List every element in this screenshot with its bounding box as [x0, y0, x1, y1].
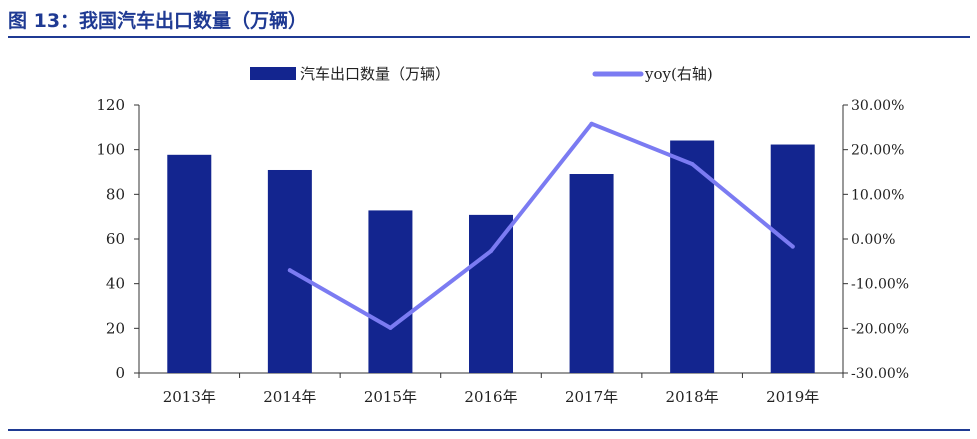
yoy-point-2018年: [690, 161, 695, 166]
bar-2017年: [569, 174, 614, 373]
x-tick-label: 2015年: [364, 388, 417, 406]
bottom-rule: [8, 429, 970, 431]
left-tick-label: 0: [115, 364, 125, 382]
right-tick-label: 20.00%: [851, 143, 904, 159]
left-tick-label: 40: [106, 275, 125, 293]
x-tick-label: 2016年: [464, 388, 517, 406]
right-tick-label: 10.00%: [851, 187, 904, 203]
right-tick-label: 30.00%: [851, 98, 904, 114]
yoy-point-2017年: [589, 121, 594, 126]
x-tick-label: 2017年: [565, 388, 618, 406]
x-tick-label: 2013年: [163, 388, 216, 406]
bar-2013年: [167, 154, 212, 373]
right-tick-label: -30.00%: [851, 366, 909, 382]
legend-bar-label: 汽车出口数量（万辆）: [300, 65, 450, 83]
bar-2019年: [770, 144, 815, 373]
left-tick-label: 20: [106, 319, 125, 337]
legend-bar-swatch: [250, 67, 296, 80]
right-tick-label: 0.00%: [851, 232, 895, 248]
left-tick-label: 120: [96, 96, 125, 114]
bar-2016年: [469, 214, 513, 373]
yoy-line: [287, 121, 795, 330]
yoy-point-2014年: [287, 268, 292, 273]
right-tick-label: -20.00%: [851, 321, 909, 337]
left-tick-label: 60: [106, 230, 125, 248]
yoy-point-2019年: [790, 244, 795, 249]
bar-2015年: [368, 210, 413, 373]
x-tick-label: 2018年: [666, 388, 719, 406]
left-tick-label: 80: [106, 185, 125, 203]
right-tick-label: -10.00%: [851, 277, 909, 293]
yoy-point-2015年: [388, 325, 393, 330]
figure-title: 图 13：我国汽车出口数量（万辆）: [8, 10, 308, 32]
title-rule: [8, 36, 970, 38]
legend-line-label: yoy(右轴): [644, 65, 713, 83]
yoy-point-2016年: [489, 249, 493, 254]
x-tick-label: 2019年: [766, 388, 819, 406]
bar-2018年: [670, 140, 715, 373]
left-tick-label: 100: [96, 141, 125, 159]
x-tick-label: 2014年: [263, 388, 316, 406]
